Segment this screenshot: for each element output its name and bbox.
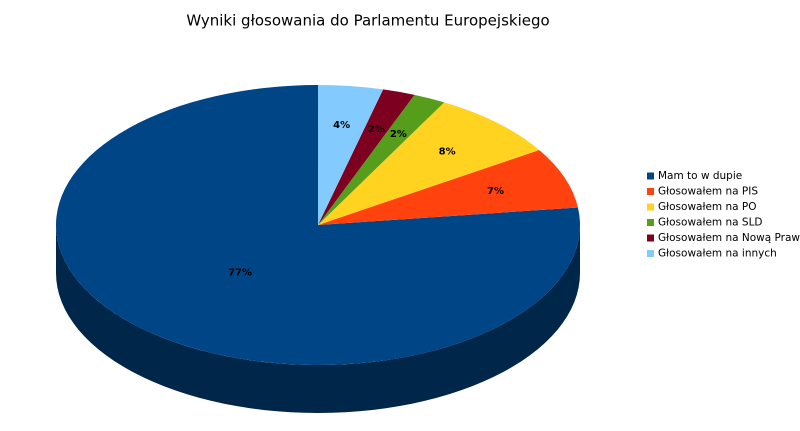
- legend-swatch: [647, 219, 654, 226]
- legend-label: Głosowałem na PIS: [658, 186, 758, 198]
- legend-label: Głosowałem na PO: [658, 201, 757, 213]
- legend-label: Głosowałem na SLD: [658, 217, 763, 229]
- data-label: 77%: [228, 267, 252, 278]
- chart-title: Wyniki głosowania do Parlamentu Europejs…: [186, 12, 549, 30]
- slice: [318, 94, 445, 225]
- legend-label: Głosowałem na innych: [658, 248, 777, 260]
- legend-label: Mam to w dupie: [658, 170, 742, 182]
- legend-label: Głosowałem na Nową Prawicę: [658, 232, 800, 244]
- data-label: 8%: [439, 147, 456, 158]
- legend-swatch: [647, 172, 654, 180]
- legend-swatch: [647, 250, 654, 257]
- data-label: 2%: [390, 129, 407, 140]
- slice-side: [56, 225, 580, 413]
- slice: [318, 85, 384, 225]
- slice: [318, 102, 540, 225]
- data-label: 4%: [333, 120, 350, 131]
- legend-swatch: [647, 203, 654, 211]
- data-label: 7%: [487, 186, 504, 197]
- data-label: 2%: [368, 124, 385, 135]
- legend-swatch: [647, 188, 654, 195]
- slice: [318, 149, 578, 225]
- slice: [318, 89, 415, 225]
- legend-swatch: [647, 234, 654, 242]
